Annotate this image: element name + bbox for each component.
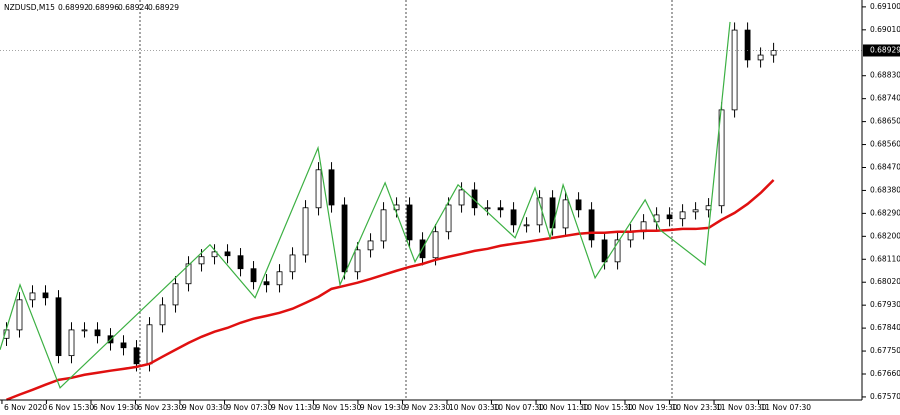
y-tick-label: 0.68110 (870, 254, 900, 263)
y-tick-label: 0.68290 (870, 208, 900, 217)
y-tick-label: 0.67840 (870, 323, 900, 332)
x-tick-label: 10 Nov 11:30 (538, 403, 589, 412)
y-tick-label: 0.69010 (870, 25, 900, 34)
y-tick-label: 0.69100 (870, 2, 900, 11)
candle-body (575, 199, 582, 211)
candle-body (133, 347, 140, 365)
candle-body (276, 271, 283, 286)
candle-body (302, 207, 309, 256)
zigzag (0, 21, 731, 389)
x-tick-label: 11 Nov 03:30 (716, 403, 767, 412)
candle-body (211, 251, 218, 258)
y-tick-label: 0.68560 (870, 140, 900, 149)
candle-body (315, 169, 322, 209)
candle-body (562, 199, 569, 229)
x-tick-label: 9 Nov 11:30 (271, 403, 317, 412)
y-tick-label: 0.68650 (870, 117, 900, 126)
candle-body (237, 255, 244, 270)
x-tick-label: 6 Nov 15:30 (48, 403, 94, 412)
candle-body (289, 254, 296, 273)
x-tick-label: 9 Nov 19:30 (360, 403, 406, 412)
x-tick-label: 9 Nov 03:30 (182, 403, 228, 412)
y-tick-label: 0.67660 (870, 369, 900, 378)
x-tick-label: 10 Nov 23:30 (671, 403, 722, 412)
candle-body (588, 209, 595, 241)
candle-body (666, 214, 673, 220)
candle-body (159, 304, 166, 326)
candle-body (328, 169, 335, 206)
candle-body (16, 299, 23, 331)
x-tick-label: 6 Nov 2020 (4, 403, 47, 412)
candle-body (510, 209, 517, 226)
candle-body (263, 281, 270, 286)
symbol-label: NZDUSD,M15 (4, 3, 55, 12)
candle-body (367, 240, 374, 251)
candle-body (224, 251, 231, 257)
candle-body (458, 189, 465, 206)
y-tick-label: 0.68200 (870, 231, 900, 240)
candle-body (380, 209, 387, 242)
x-tick-label: 6 Nov 19:30 (93, 403, 139, 412)
x-tick-label: 10 Nov 03:30 (449, 403, 500, 412)
candle-body (432, 231, 439, 259)
candle-body (770, 50, 777, 56)
candle-body (757, 54, 764, 61)
candle-body (692, 209, 699, 213)
candle-body (29, 292, 36, 301)
y-tick-label: 0.67930 (870, 300, 900, 309)
candle-body (614, 239, 621, 263)
y-tick-label: 0.68020 (870, 277, 900, 286)
y-tick-label: 0.67750 (870, 346, 900, 355)
candle-body (354, 249, 361, 273)
candle-body (601, 239, 608, 263)
y-tick-label: 0.68380 (870, 185, 900, 194)
candle-body (731, 29, 738, 111)
current-price-label: 0.68929 (870, 45, 900, 54)
moving-average (6, 179, 775, 401)
x-tick-label: 9 Nov 15:30 (315, 403, 361, 412)
candle-body (744, 29, 751, 61)
current-price-box (863, 44, 900, 57)
candle-body (42, 292, 49, 299)
candle-body (94, 329, 101, 337)
x-tick-label: 10 Nov 19:30 (627, 403, 678, 412)
header-low: 0.68924 (118, 3, 149, 12)
candle-body (185, 263, 192, 285)
candle-body (81, 329, 88, 332)
candle-body (679, 211, 686, 220)
x-tick-label: 10 Nov 07:30 (493, 403, 544, 412)
candle-body (250, 268, 257, 283)
candle-body (198, 256, 205, 265)
candle-body (484, 207, 491, 210)
candle-body (406, 204, 413, 241)
y-tick-label: 0.68470 (870, 162, 900, 171)
header-high: 0.68996 (88, 3, 119, 12)
x-tick-label: 11 Nov 07:30 (761, 403, 812, 412)
x-tick-label: 9 Nov 23:30 (405, 403, 451, 412)
y-tick-label: 0.68830 (870, 71, 900, 80)
candle-body (445, 204, 452, 233)
candle-body (471, 189, 478, 209)
candle-body (146, 324, 153, 365)
x-tick-label: 9 Nov 07:30 (227, 403, 273, 412)
plot (0, 21, 862, 401)
candle-body (55, 297, 62, 357)
candle-body (549, 197, 556, 229)
candle-body (120, 342, 127, 349)
header-open: 0.68992 (58, 3, 89, 12)
candle-body (68, 329, 75, 357)
candle-body (341, 204, 348, 273)
header-close: 0.68929 (148, 3, 179, 12)
candle-body (497, 207, 504, 211)
x-tick-label: 10 Nov 15:30 (583, 403, 634, 412)
candle-body (172, 283, 179, 306)
candle-body (523, 224, 530, 227)
y-tick-label: 0.68740 (870, 94, 900, 103)
y-tick-label: 0.67570 (870, 392, 900, 401)
x-tick-label: 6 Nov 23:30 (137, 403, 183, 412)
